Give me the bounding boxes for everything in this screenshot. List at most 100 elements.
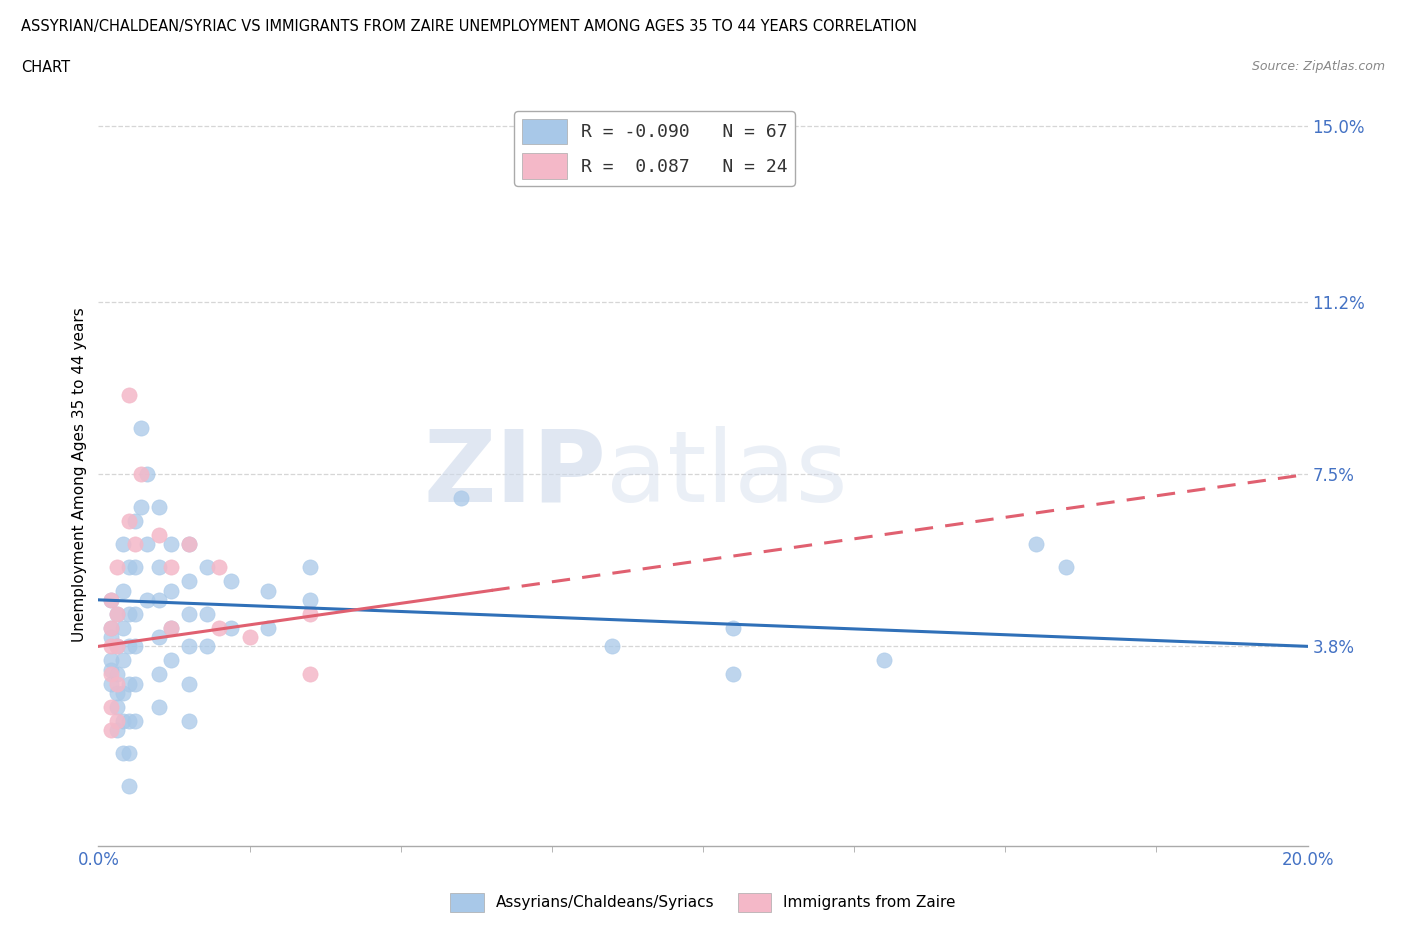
- Point: [148, 499, 170, 514]
- Point: [105, 723, 128, 737]
- Text: atlas: atlas: [606, 426, 848, 523]
- Point: [118, 676, 141, 691]
- Point: [100, 630, 122, 644]
- Point: [100, 620, 122, 635]
- Point: [111, 746, 134, 761]
- Point: [100, 592, 122, 607]
- Point: [111, 653, 134, 668]
- Point: [602, 639, 624, 654]
- Point: [1054, 560, 1077, 575]
- Point: [723, 620, 745, 635]
- Point: [124, 537, 146, 551]
- Point: [160, 537, 183, 551]
- Y-axis label: Unemployment Among Ages 35 to 44 years: Unemployment Among Ages 35 to 44 years: [72, 307, 87, 642]
- Point: [100, 723, 122, 737]
- Point: [100, 592, 122, 607]
- Point: [179, 676, 201, 691]
- Point: [100, 699, 122, 714]
- Point: [118, 513, 141, 528]
- Point: [179, 537, 201, 551]
- Point: [105, 676, 128, 691]
- Point: [148, 560, 170, 575]
- Point: [111, 620, 134, 635]
- Point: [118, 639, 141, 654]
- Point: [124, 639, 146, 654]
- Point: [124, 713, 146, 728]
- Point: [100, 662, 122, 677]
- Point: [195, 606, 218, 621]
- Point: [124, 606, 146, 621]
- Point: [723, 667, 745, 682]
- Point: [111, 583, 134, 598]
- Point: [256, 620, 278, 635]
- Point: [124, 560, 146, 575]
- Point: [160, 620, 183, 635]
- Point: [179, 537, 201, 551]
- Point: [148, 630, 170, 644]
- Point: [299, 560, 322, 575]
- Point: [873, 653, 896, 668]
- Point: [105, 560, 128, 575]
- Point: [118, 560, 141, 575]
- Point: [124, 513, 146, 528]
- Point: [195, 560, 218, 575]
- Point: [148, 699, 170, 714]
- Text: ASSYRIAN/CHALDEAN/SYRIAC VS IMMIGRANTS FROM ZAIRE UNEMPLOYMENT AMONG AGES 35 TO : ASSYRIAN/CHALDEAN/SYRIAC VS IMMIGRANTS F…: [21, 19, 917, 33]
- Text: Source: ZipAtlas.com: Source: ZipAtlas.com: [1251, 60, 1385, 73]
- Point: [118, 713, 141, 728]
- Point: [129, 499, 152, 514]
- Point: [105, 713, 128, 728]
- Point: [160, 620, 183, 635]
- Point: [105, 685, 128, 700]
- Point: [256, 583, 278, 598]
- Point: [135, 537, 157, 551]
- Point: [124, 676, 146, 691]
- Point: [221, 574, 243, 589]
- Point: [111, 537, 134, 551]
- Point: [118, 606, 141, 621]
- Point: [100, 620, 122, 635]
- Text: CHART: CHART: [21, 60, 70, 75]
- Point: [450, 490, 472, 505]
- Point: [100, 639, 122, 654]
- Point: [148, 592, 170, 607]
- Point: [239, 630, 262, 644]
- Point: [118, 388, 141, 403]
- Point: [100, 676, 122, 691]
- Point: [1024, 537, 1046, 551]
- Point: [299, 667, 322, 682]
- Point: [129, 420, 152, 435]
- Point: [105, 699, 128, 714]
- Point: [105, 639, 128, 654]
- Point: [221, 620, 243, 635]
- Text: ZIP: ZIP: [423, 426, 606, 523]
- Point: [135, 467, 157, 482]
- Point: [299, 606, 322, 621]
- Point: [179, 713, 201, 728]
- Point: [208, 620, 231, 635]
- Legend: R = -0.090   N = 67, R =  0.087   N = 24: R = -0.090 N = 67, R = 0.087 N = 24: [515, 112, 794, 186]
- Point: [160, 653, 183, 668]
- Point: [299, 592, 322, 607]
- Point: [105, 639, 128, 654]
- Point: [118, 746, 141, 761]
- Point: [100, 653, 122, 668]
- Point: [179, 639, 201, 654]
- Point: [135, 592, 157, 607]
- Point: [160, 583, 183, 598]
- Point: [100, 667, 122, 682]
- Point: [118, 778, 141, 793]
- Point: [208, 560, 231, 575]
- Point: [111, 713, 134, 728]
- Point: [148, 667, 170, 682]
- Point: [129, 467, 152, 482]
- Point: [160, 560, 183, 575]
- Point: [195, 639, 218, 654]
- Point: [105, 606, 128, 621]
- Point: [148, 527, 170, 542]
- Point: [111, 685, 134, 700]
- Point: [105, 606, 128, 621]
- Point: [179, 574, 201, 589]
- Point: [105, 667, 128, 682]
- Point: [179, 606, 201, 621]
